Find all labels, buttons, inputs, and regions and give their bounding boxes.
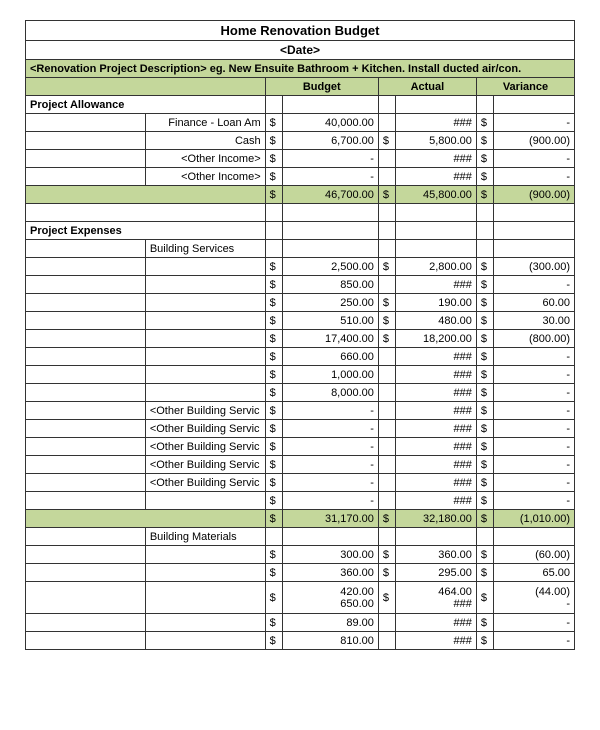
project-description: <Renovation Project Description> eg. New… bbox=[26, 60, 575, 78]
table-row: $1,000.00 ### $- bbox=[26, 366, 575, 384]
budget-table: Home Renovation Budget <Date> <Renovatio… bbox=[25, 20, 575, 650]
table-row: $360.00 $295.00 $65.00 bbox=[26, 564, 575, 582]
column-headers: Budget Actual Variance bbox=[26, 78, 575, 96]
table-row: Finance - Loan Am $40,000.00 ### $- bbox=[26, 114, 575, 132]
table-row: $17,400.00 $18,200.00 $(800.00) bbox=[26, 330, 575, 348]
subcategory-building-services: Building Services bbox=[26, 240, 575, 258]
subcategory-building-materials: Building Materials bbox=[26, 528, 575, 546]
table-row: $ 420.00650.00 $ 464.00### $ (44.00)- bbox=[26, 582, 575, 614]
table-row: $250.00 $190.00 $60.00 bbox=[26, 294, 575, 312]
table-row: $300.00 $360.00 $(60.00) bbox=[26, 546, 575, 564]
table-row: Cash $6,700.00 $5,800.00 $(900.00) bbox=[26, 132, 575, 150]
expenses-label: Project Expenses bbox=[26, 222, 266, 240]
allowance-subtotal: $46,700.00 $45,800.00 $(900.00) bbox=[26, 186, 575, 204]
title-row: Home Renovation Budget bbox=[26, 21, 575, 41]
table-row: $810.00 ### $- bbox=[26, 632, 575, 650]
table-row: <Other Building Servic $- ### $- bbox=[26, 438, 575, 456]
table-row: <Other Building Servic $- ### $- bbox=[26, 420, 575, 438]
table-row: $- ### $- bbox=[26, 492, 575, 510]
description-row: <Renovation Project Description> eg. New… bbox=[26, 60, 575, 78]
table-row: $89.00 ### $- bbox=[26, 614, 575, 632]
blank-row bbox=[26, 204, 575, 222]
table-row: $2,500.00 $2,800.00 $(300.00) bbox=[26, 258, 575, 276]
header-variance: Variance bbox=[476, 78, 574, 96]
table-row: <Other Income> $- ### $- bbox=[26, 168, 575, 186]
allowance-label: Project Allowance bbox=[26, 96, 266, 114]
table-row: $8,000.00 ### $- bbox=[26, 384, 575, 402]
header-budget: Budget bbox=[265, 78, 378, 96]
date-placeholder: <Date> bbox=[26, 41, 575, 60]
section-expenses: Project Expenses bbox=[26, 222, 575, 240]
table-row: <Other Income> $- ### $- bbox=[26, 150, 575, 168]
table-row: <Other Building Servic $- ### $- bbox=[26, 402, 575, 420]
table-row: $510.00 $480.00 $30.00 bbox=[26, 312, 575, 330]
date-row: <Date> bbox=[26, 41, 575, 60]
table-row: <Other Building Servic $- ### $- bbox=[26, 474, 575, 492]
services-subtotal: $31,170.00 $32,180.00 $(1,010.00) bbox=[26, 510, 575, 528]
header-actual: Actual bbox=[378, 78, 476, 96]
table-row: <Other Building Servic $- ### $- bbox=[26, 456, 575, 474]
table-row: $850.00 ### $- bbox=[26, 276, 575, 294]
section-allowance: Project Allowance bbox=[26, 96, 575, 114]
table-row: $660.00 ### $- bbox=[26, 348, 575, 366]
title: Home Renovation Budget bbox=[26, 21, 575, 41]
